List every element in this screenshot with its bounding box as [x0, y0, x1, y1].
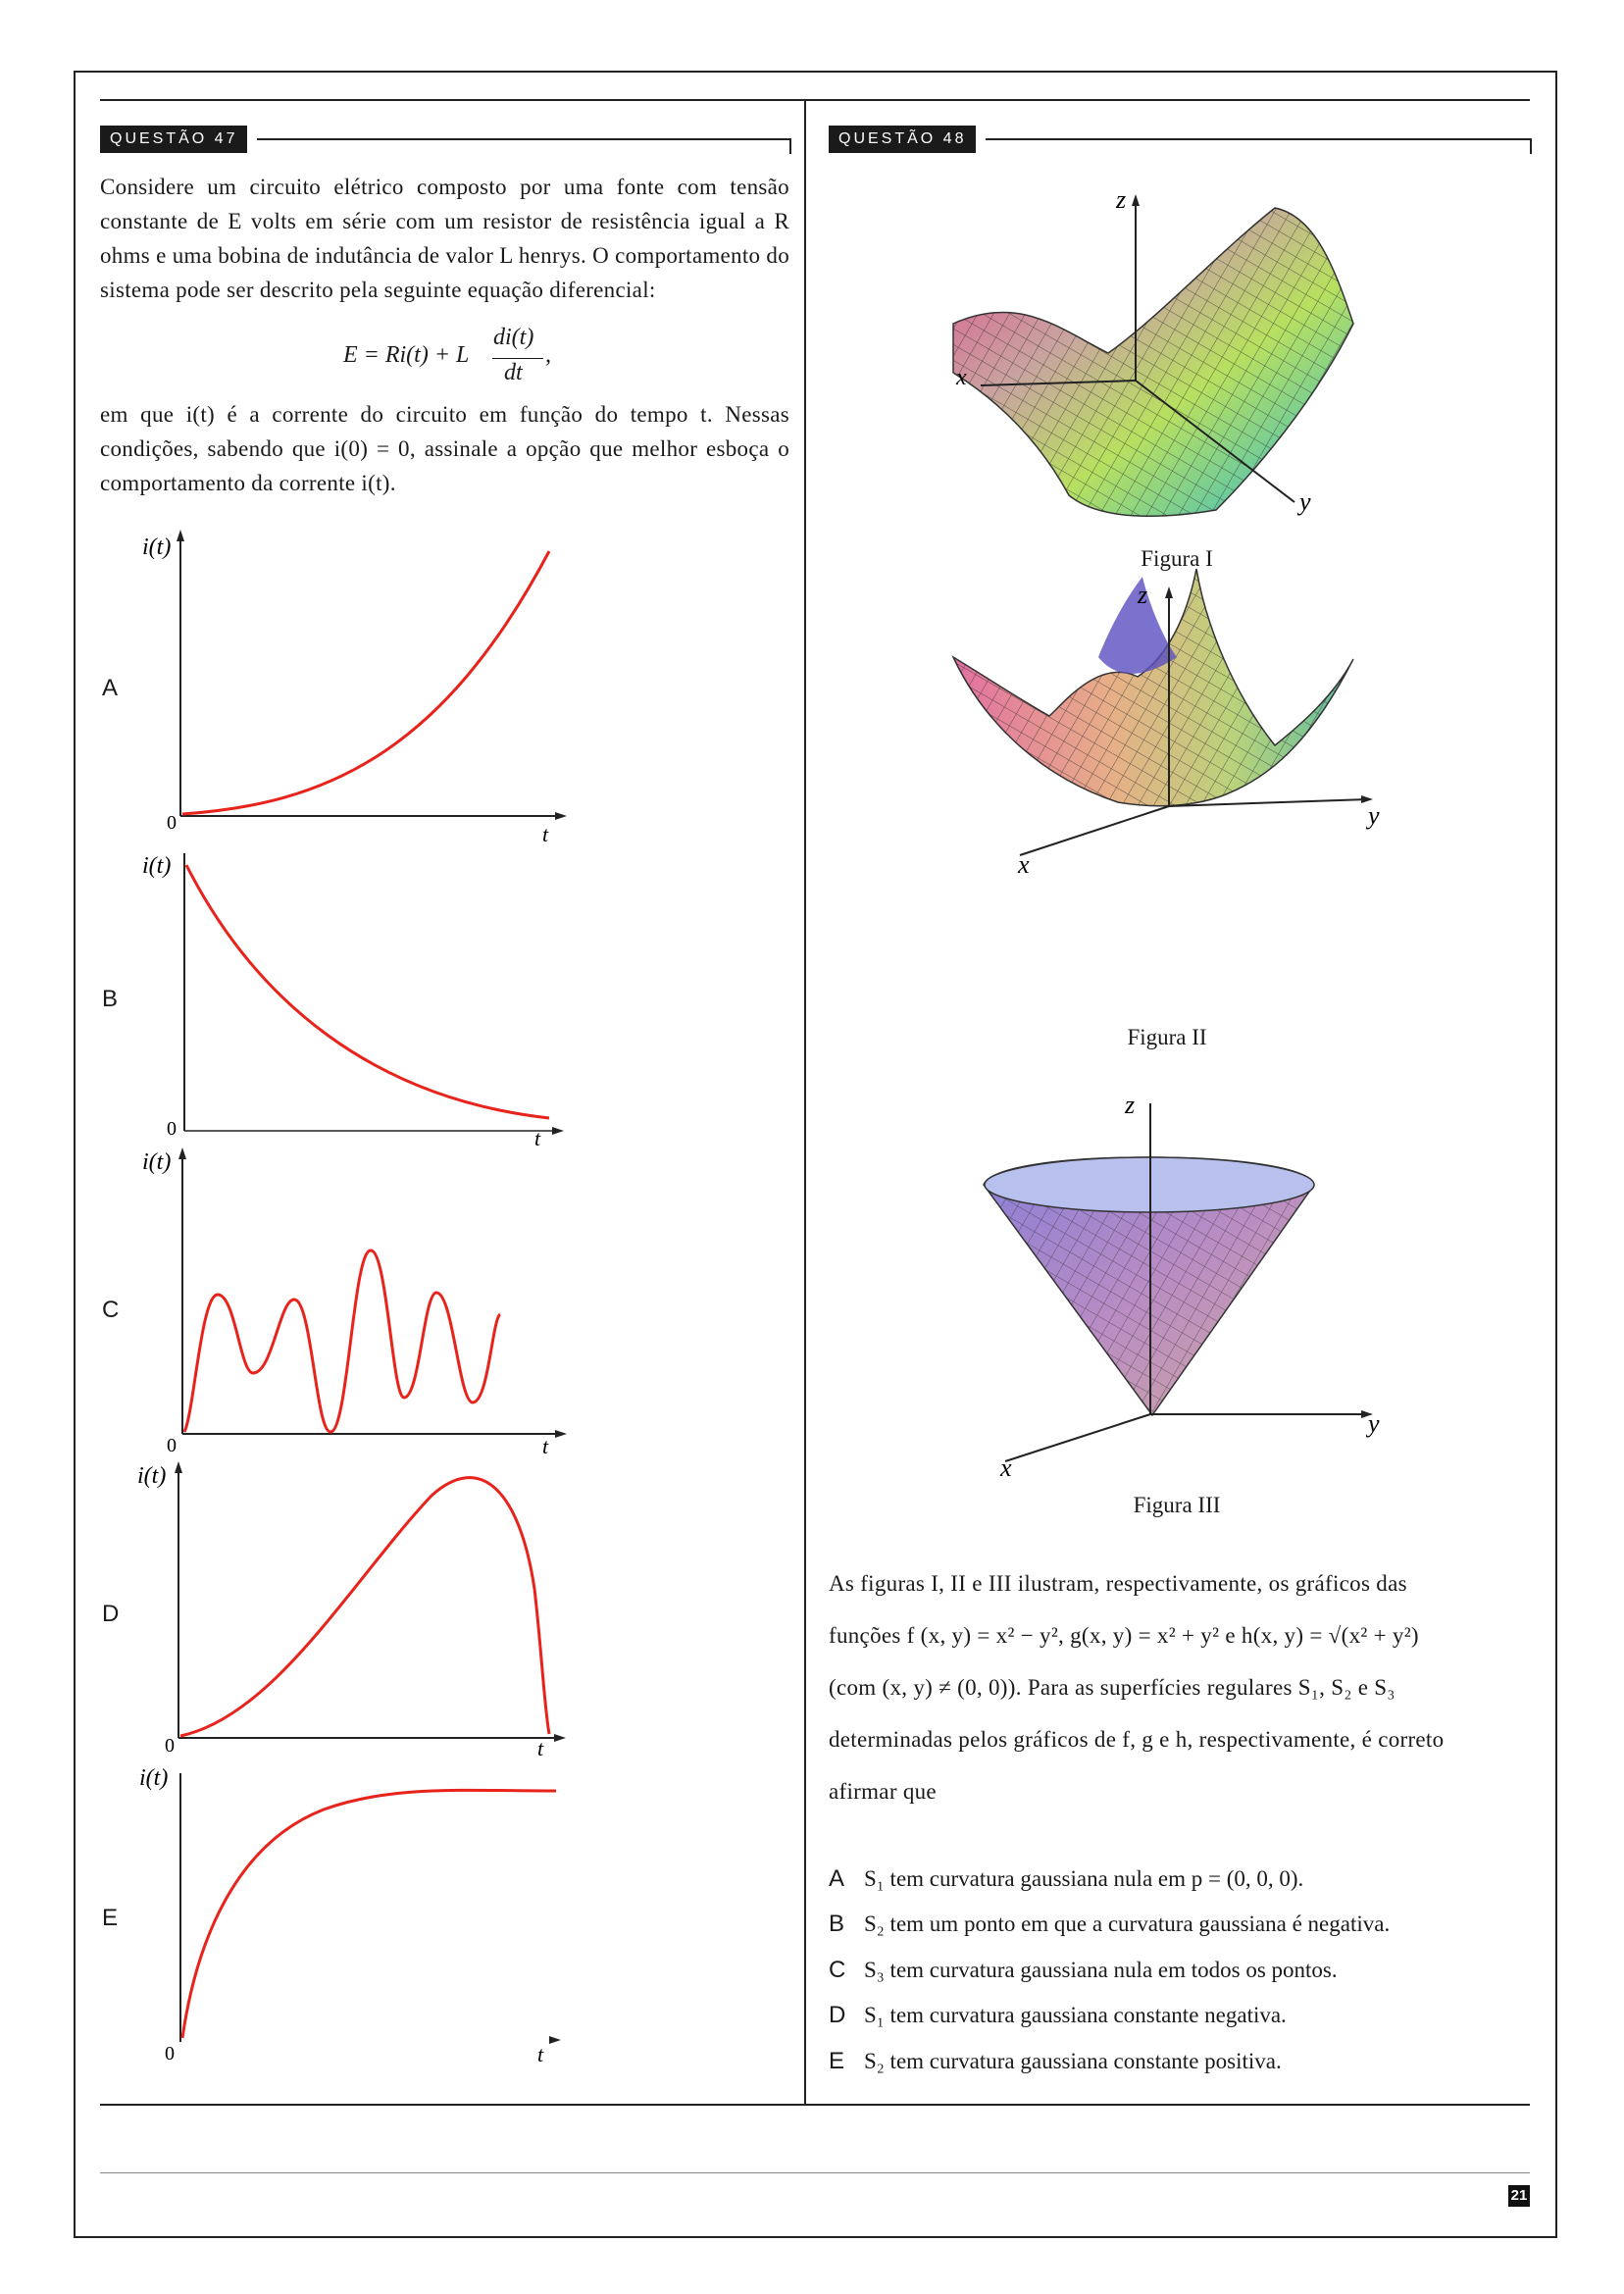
q48-option-c-text: S₃ tem curvatura gaussiana nula em todos… [864, 1958, 1338, 1982]
figure-1-y-label: y [1296, 487, 1311, 516]
graph-e-origin: 0 [165, 2043, 175, 2065]
figure-2-paraboloid: z x y [951, 568, 1380, 879]
equation-fraction-bar [492, 358, 543, 359]
column-divider [804, 99, 806, 2104]
graph-c: i(t) t 0 [142, 1147, 567, 1458]
q48-text-line-5: afirmar que [829, 1779, 937, 1804]
graph-d-curve [179, 1476, 551, 1738]
q47-after: em que i(t) é a corrente do circuito em … [100, 402, 789, 495]
equation-numerator: di(t) [493, 325, 534, 350]
question-47-label: QUESTÃO 47 [100, 126, 248, 153]
q48-text-line-1: As figuras I, II e III ilustram, respect… [829, 1571, 1407, 1596]
figure-1-x-label: x [955, 365, 967, 390]
page-number: 21 [1508, 2185, 1530, 2207]
footer-rule [100, 2172, 1530, 2173]
q48-figures: z x y z x y z x y [951, 185, 1380, 1482]
graph-c-xlabel: t [542, 1434, 549, 1458]
figure-3-caption: Figura III [1133, 1493, 1221, 1517]
figure-1-caption: Figura I [1141, 546, 1213, 571]
equation-tail: , [545, 342, 551, 368]
graph-c-ylabel: i(t) [142, 1149, 171, 1175]
q48-option-e-letter: E [829, 2048, 845, 2074]
question-47-rule [257, 138, 791, 154]
graph-a-ylabel: i(t) [142, 535, 171, 560]
graph-d-origin: 0 [165, 1735, 175, 1757]
graph-e-curve [180, 1788, 557, 2039]
figure-3-x-label: x [999, 1453, 1012, 1482]
graph-e-xlabel: t [537, 2042, 544, 2066]
q48-option-d-letter: D [829, 2002, 846, 2028]
graph-a: i(t) t 0 [142, 530, 567, 846]
figure-3-z-label: z [1124, 1091, 1135, 1119]
figure-2-y-label: y [1365, 801, 1380, 830]
graph-a-origin: 0 [167, 812, 177, 834]
q48-option-a[interactable]: A S₁ tem curvatura gaussiana nula em p = … [829, 1865, 1303, 1893]
graph-d-ylabel: i(t) [137, 1463, 166, 1489]
q48-option-b[interactable]: B S₂ tem um ponto em que a curvatura gaus… [829, 1911, 1390, 1938]
figure-2-z-label: z [1137, 581, 1147, 609]
q47-option-e-letter[interactable]: E [102, 1905, 119, 1931]
q48-option-c-letter: C [829, 1957, 846, 1983]
figure-1-z-label: z [1115, 185, 1126, 214]
q48-option-d-text: S₁ tem curvatura gaussiana constante neg… [864, 2003, 1287, 2027]
q47-graphs: i(t) t 0 i(t) t 0 i(t) t 0 i(t) t 0 i(t)… [137, 530, 567, 2066]
figure-1-saddle: z x y [952, 185, 1354, 517]
q47-option-d-letter[interactable]: D [102, 1601, 120, 1627]
q47-option-c-letter[interactable]: C [102, 1297, 120, 1323]
figure-3-cone: z x y [983, 1091, 1380, 1482]
bottom-rule [100, 2104, 1530, 2106]
graph-b-origin: 0 [167, 1118, 177, 1140]
q48-option-e-text: S₂ tem curvatura gaussiana constante pos… [864, 2049, 1282, 2073]
q48-text-line-2: funções f (x, y) = x² − y², g(x, y) = x²… [829, 1623, 1419, 1648]
q48-option-a-text: S₁ tem curvatura gaussiana nula em p = (… [864, 1866, 1304, 1891]
graph-e-ylabel: i(t) [139, 1765, 168, 1791]
graph-a-xlabel: t [542, 822, 549, 846]
graph-d: i(t) t 0 [137, 1461, 566, 1760]
graph-c-origin: 0 [167, 1435, 177, 1456]
q47-option-a-letter[interactable]: A [102, 675, 119, 701]
q47-equation: E = Ri(t) + L di(t) dt , [343, 325, 598, 397]
figure-2-x-label: x [1017, 850, 1030, 879]
q48-option-b-letter: B [829, 1911, 845, 1937]
graph-d-xlabel: t [537, 1736, 544, 1760]
graph-e: i(t) t 0 [139, 1765, 561, 2066]
q48-option-a-letter: A [829, 1865, 845, 1892]
page-frame [74, 71, 1557, 2238]
q47-intro: Considere um circuito elétrico composto … [100, 175, 789, 302]
graph-a-curve [181, 550, 551, 816]
q48-text-line-4: determinadas pelos gráficos de f, g e h,… [829, 1727, 1445, 1752]
question-48-label: QUESTÃO 48 [829, 126, 977, 153]
top-rule [100, 99, 1530, 101]
q48-option-b-text: S₂ tem um ponto em que a curvatura gauss… [864, 1912, 1391, 1936]
q48-option-d[interactable]: D S₁ tem curvatura gaussiana constante ne… [829, 2002, 1287, 2029]
question-48-rule [986, 138, 1532, 154]
figure-2-caption: Figura II [1127, 1025, 1207, 1049]
graph-b: i(t) t 0 [142, 853, 564, 1150]
figure-3-y-label: y [1365, 1409, 1380, 1438]
graph-b-xlabel: t [534, 1126, 541, 1150]
q48-text-line-3: (com (x, y) ≠ (0, 0)). Para as superfíci… [829, 1675, 1396, 1700]
q47-option-b-letter[interactable]: B [102, 986, 119, 1012]
q48-option-e[interactable]: E S₂ tem curvatura gaussiana constante po… [829, 2048, 1282, 2075]
graph-c-curve [182, 1249, 502, 1434]
equation-lhs: E = Ri(t) + L [343, 342, 470, 368]
graph-b-ylabel: i(t) [142, 853, 171, 879]
graph-b-curve [184, 864, 550, 1120]
q48-option-c[interactable]: C S₃ tem curvatura gaussiana nula em todo… [829, 1957, 1338, 1984]
equation-denominator: dt [504, 360, 523, 385]
